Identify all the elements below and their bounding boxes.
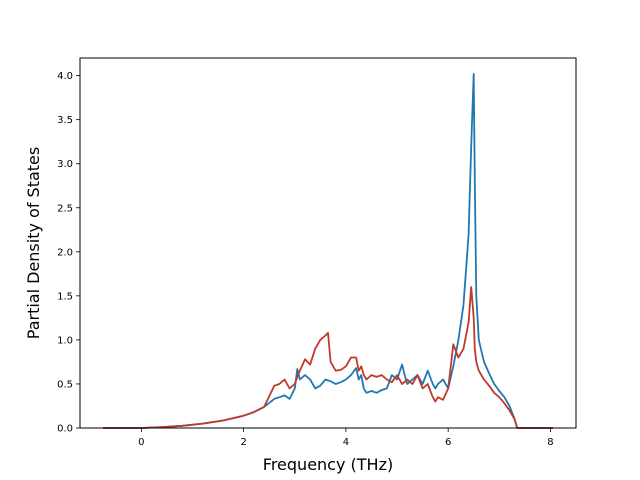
y-tick-label: 0.5 [57, 379, 73, 390]
y-tick-label: 1.5 [57, 291, 73, 302]
series-line-2 [103, 286, 553, 429]
y-tick-label: 0.0 [57, 424, 73, 435]
x-tick-label: 6 [445, 437, 451, 448]
y-axis: 0.0 0.5 1.0 1.5 2.0 2.5 3.0 3.5 4.0 [57, 71, 80, 435]
x-axis: 0 2 4 6 8 [138, 428, 554, 448]
y-tick-label: 3.0 [57, 159, 73, 170]
x-axis-label: Frequency (THz) [263, 455, 393, 474]
y-tick-label: 3.5 [57, 115, 73, 126]
x-tick-label: 4 [343, 437, 349, 448]
y-tick-label: 2.0 [57, 247, 73, 258]
plot-frame [79, 57, 577, 429]
x-tick-label: 0 [138, 437, 144, 448]
y-axis-label: Partial Density of States [24, 147, 43, 339]
x-tick-label: 2 [240, 437, 246, 448]
x-tick-label: 8 [547, 437, 553, 448]
y-tick-label: 2.5 [57, 203, 73, 214]
y-tick-label: 4.0 [57, 71, 73, 82]
plot-lines [103, 73, 553, 429]
y-tick-label: 1.0 [57, 335, 73, 346]
series-line-1 [103, 73, 553, 429]
